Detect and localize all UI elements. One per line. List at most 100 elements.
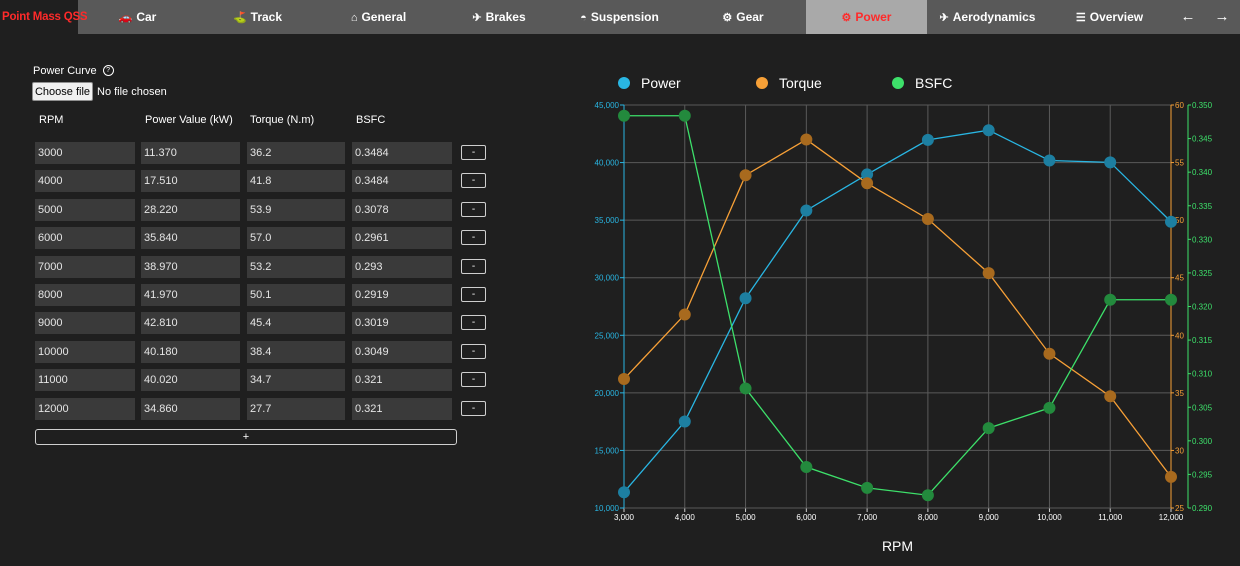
torque-input[interactable]: 53.9 bbox=[247, 198, 345, 221]
rpm-input[interactable]: 3000 bbox=[35, 142, 135, 164]
rpm-input[interactable]: 4000 bbox=[35, 170, 135, 193]
tab-label: Overview bbox=[1089, 10, 1144, 24]
torque-input[interactable]: 57.0 bbox=[247, 227, 345, 250]
torque-input[interactable]: 50.1 bbox=[247, 284, 345, 306]
bsfc-legend-marker bbox=[892, 77, 904, 89]
x-tick-label: 7,000 bbox=[857, 513, 878, 522]
back-arrow-icon[interactable]: ← bbox=[1180, 8, 1196, 25]
rpm-input[interactable]: 10000 bbox=[35, 340, 135, 363]
remove-row-button[interactable]: - bbox=[461, 173, 486, 189]
tab-car[interactable]: 🚗 Car bbox=[78, 0, 197, 34]
rpm-input[interactable]: 11000 bbox=[35, 369, 135, 392]
power-input[interactable]: 17.510 bbox=[141, 170, 240, 193]
torque-legend-label: Torque bbox=[779, 75, 822, 91]
help-icon[interactable]: ? bbox=[102, 64, 114, 76]
y-right2-tick-label: 0.320 bbox=[1192, 303, 1213, 312]
remove-row-button[interactable]: - bbox=[461, 372, 486, 388]
bsfc-input[interactable]: 0.3484 bbox=[352, 142, 452, 164]
torque-input[interactable]: 53.2 bbox=[247, 255, 345, 278]
bsfc-input[interactable]: 0.3078 bbox=[352, 198, 452, 221]
bsfc-input[interactable]: 0.2919 bbox=[352, 284, 452, 306]
torque-point bbox=[861, 177, 874, 190]
remove-row-button[interactable]: - bbox=[461, 287, 486, 302]
add-row-button[interactable]: + bbox=[35, 429, 457, 445]
bsfc-point bbox=[678, 109, 691, 122]
rpm-input[interactable]: 6000 bbox=[35, 227, 135, 250]
power-input[interactable]: 34.860 bbox=[141, 397, 240, 420]
rpm-input[interactable]: 12000 bbox=[35, 397, 135, 420]
remove-row-button[interactable]: - bbox=[461, 145, 486, 160]
bsfc-input[interactable]: 0.3019 bbox=[352, 312, 452, 335]
header-bsfc: BSFC bbox=[356, 114, 386, 126]
tab-brakes[interactable]: ✈ Brakes bbox=[439, 0, 559, 34]
torque-input[interactable]: 41.8 bbox=[247, 170, 345, 193]
torque-input[interactable]: 45.4 bbox=[247, 312, 345, 335]
bsfc-input[interactable]: 0.3049 bbox=[352, 340, 452, 363]
y-right-tick-label: 45 bbox=[1175, 274, 1184, 283]
y-left-tick-label: 10,000 bbox=[595, 504, 620, 513]
y-right-tick-label: 40 bbox=[1175, 331, 1184, 340]
bsfc-point bbox=[1043, 401, 1056, 414]
tab-overview[interactable]: ☰ Overview bbox=[1048, 0, 1171, 34]
power-legend-label: Power bbox=[641, 75, 681, 91]
power-input[interactable]: 40.020 bbox=[141, 369, 240, 392]
tab-power[interactable]: ⚙ Power bbox=[806, 0, 927, 34]
y-right2-tick-label: 0.305 bbox=[1192, 403, 1213, 412]
torque-point bbox=[618, 373, 630, 386]
tab-label: Brakes bbox=[485, 10, 526, 24]
x-axis-label: RPM bbox=[882, 538, 913, 554]
power-input[interactable]: 11.370 bbox=[141, 142, 240, 164]
choose-file-button[interactable]: Choose file bbox=[32, 82, 93, 101]
tab-aerodynamics[interactable]: ✈ Aerodynamics bbox=[927, 0, 1048, 34]
track-icon: ⛳ bbox=[232, 12, 247, 24]
tab-general[interactable]: ⌂ General bbox=[318, 0, 439, 34]
torque-input[interactable]: 34.7 bbox=[247, 369, 345, 392]
power-input[interactable]: 35.840 bbox=[141, 227, 240, 250]
remove-row-button[interactable]: - bbox=[461, 230, 486, 246]
tab-gear[interactable]: ⚙ Gear bbox=[680, 0, 806, 34]
forward-arrow-icon[interactable]: → bbox=[1214, 8, 1230, 25]
bsfc-input[interactable]: 0.321 bbox=[352, 369, 452, 392]
rpm-input[interactable]: 7000 bbox=[35, 255, 135, 278]
torque-input[interactable]: 27.7 bbox=[247, 397, 345, 420]
x-tick-label: 5,000 bbox=[736, 513, 757, 522]
bsfc-point bbox=[921, 489, 934, 502]
y-right2-tick-label: 0.300 bbox=[1192, 437, 1213, 446]
rpm-input[interactable]: 5000 bbox=[35, 198, 135, 221]
torque-input[interactable]: 36.2 bbox=[247, 142, 345, 164]
tab-track[interactable]: ⛳ Track bbox=[197, 0, 318, 34]
app-brand[interactable]: Point Mass QSS bbox=[0, 0, 88, 34]
remove-row-button[interactable]: - bbox=[461, 343, 486, 359]
rpm-input[interactable]: 9000 bbox=[35, 312, 135, 335]
bsfc-input[interactable]: 0.3484 bbox=[352, 170, 452, 193]
power-input[interactable]: 40.180 bbox=[141, 340, 240, 363]
bsfc-legend-label: BSFC bbox=[915, 75, 952, 91]
bsfc-input[interactable]: 0.2961 bbox=[352, 227, 452, 250]
power-point bbox=[1104, 156, 1117, 169]
bsfc-input[interactable]: 0.293 bbox=[352, 255, 452, 278]
bsfc-point bbox=[1165, 293, 1177, 306]
y-right2-tick-label: 0.315 bbox=[1192, 336, 1213, 345]
power-point bbox=[800, 204, 813, 217]
y-right2-tick-label: 0.290 bbox=[1192, 504, 1213, 513]
y-right2-tick-label: 0.310 bbox=[1192, 370, 1213, 379]
remove-row-button[interactable]: - bbox=[461, 258, 486, 274]
bsfc-input[interactable]: 0.321 bbox=[352, 397, 452, 420]
torque-input[interactable]: 38.4 bbox=[247, 340, 345, 363]
file-status: No file chosen bbox=[97, 86, 167, 98]
y-right2-tick-label: 0.345 bbox=[1192, 135, 1213, 144]
rpm-input[interactable]: 8000 bbox=[35, 284, 135, 306]
power-input[interactable]: 41.970 bbox=[141, 284, 240, 306]
remove-row-button[interactable]: - bbox=[461, 315, 486, 331]
remove-row-button[interactable]: - bbox=[461, 201, 486, 217]
power-input[interactable]: 38.970 bbox=[141, 255, 240, 278]
y-left-tick-label: 30,000 bbox=[595, 274, 620, 283]
power-input[interactable]: 42.810 bbox=[141, 312, 240, 335]
tab-label: Gear bbox=[736, 10, 764, 24]
remove-row-button[interactable]: - bbox=[461, 400, 486, 416]
torque-point bbox=[1104, 390, 1117, 403]
power-input[interactable]: 28.220 bbox=[141, 198, 240, 221]
power-legend-marker bbox=[618, 77, 630, 89]
x-tick-label: 11,000 bbox=[1098, 513, 1122, 522]
tab-suspension[interactable]: ◓ Suspension bbox=[559, 0, 680, 34]
